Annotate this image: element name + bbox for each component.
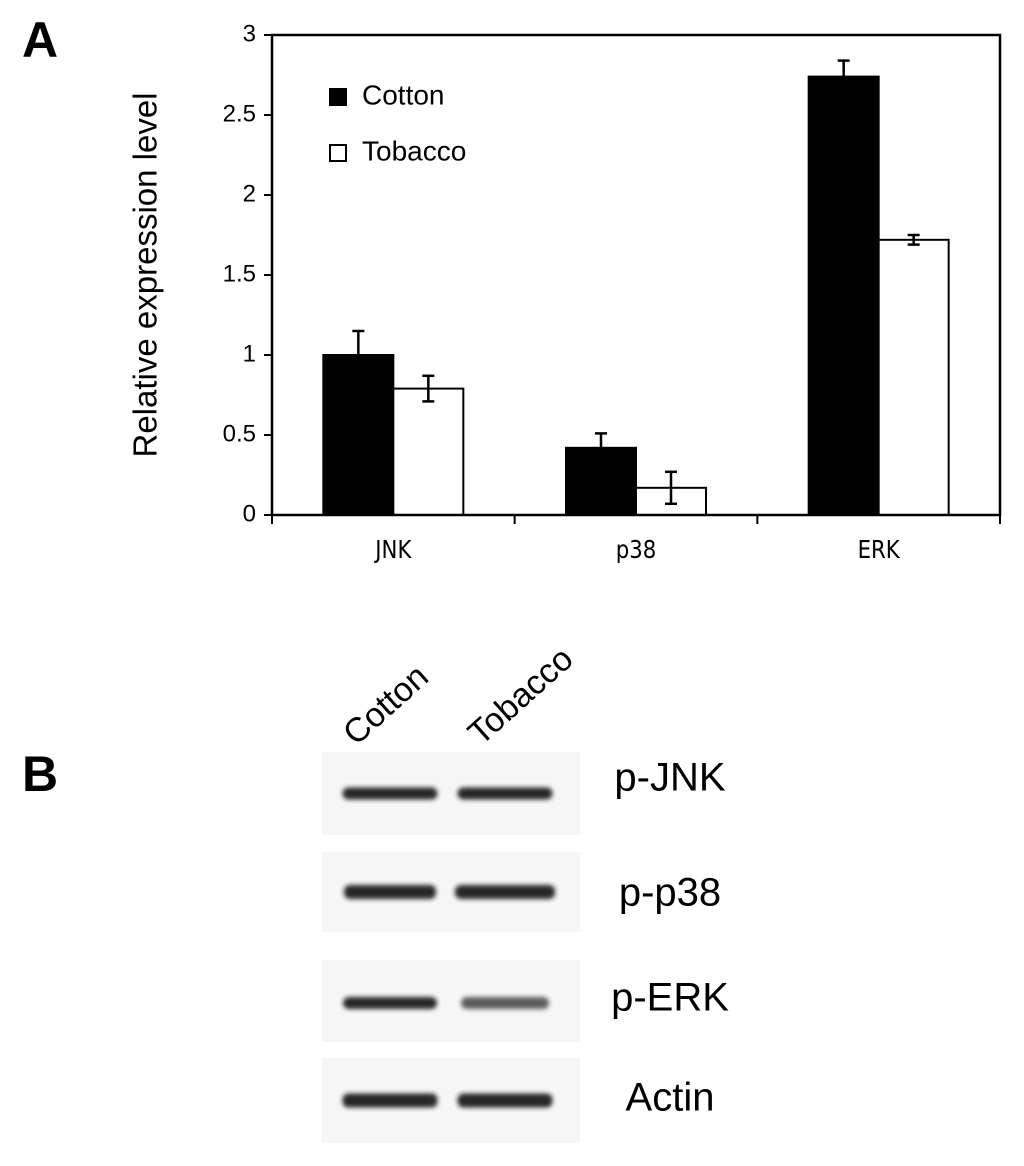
bar — [392, 387, 465, 517]
x-tick-label: p38 — [616, 535, 657, 564]
x-tick-label: JNK — [373, 535, 412, 564]
bar — [877, 238, 950, 517]
bar — [807, 75, 880, 516]
blot-band — [342, 787, 438, 800]
blot-band — [457, 787, 553, 800]
y-tick-label: 0.5 — [223, 420, 256, 447]
legend-swatch — [329, 144, 347, 162]
x-tick-label: ERK — [858, 535, 901, 564]
legend-label: Tobacco — [362, 135, 466, 166]
y-tick-label: 3 — [243, 20, 256, 47]
y-tick-label: 2 — [243, 180, 256, 207]
row-label: p-p38 — [619, 871, 721, 915]
y-tick-label: 0 — [243, 500, 256, 527]
panel-label: B — [22, 746, 58, 802]
error-bar — [837, 59, 850, 94]
error-bar — [422, 374, 435, 403]
blot-band — [344, 885, 436, 899]
blot-band — [343, 997, 437, 1009]
row-label: Actin — [626, 1076, 715, 1120]
legend-label: Cotton — [362, 79, 445, 110]
legend-swatch — [329, 88, 347, 106]
lane-label: Tobacco — [461, 640, 581, 753]
row-label: p-ERK — [611, 976, 729, 1020]
blot-band — [461, 997, 549, 1009]
lane-label: Cotton — [336, 657, 436, 752]
y-axis-label: Relative expression level — [127, 92, 164, 457]
blot-band — [457, 1093, 553, 1108]
error-bar — [595, 432, 607, 464]
plot-frame — [270, 33, 1002, 517]
bar — [322, 354, 395, 516]
error-bar — [665, 470, 677, 506]
row-label: p-JNK — [614, 756, 725, 800]
error-bar — [352, 329, 365, 381]
y-tick-label: 1.5 — [223, 260, 256, 287]
blot-band — [342, 1093, 438, 1108]
y-tick-label: 2.5 — [223, 100, 256, 127]
y-tick-label: 1 — [243, 340, 256, 367]
error-bar — [907, 233, 920, 246]
blot-band — [455, 885, 555, 899]
panel-label: A — [22, 12, 58, 68]
